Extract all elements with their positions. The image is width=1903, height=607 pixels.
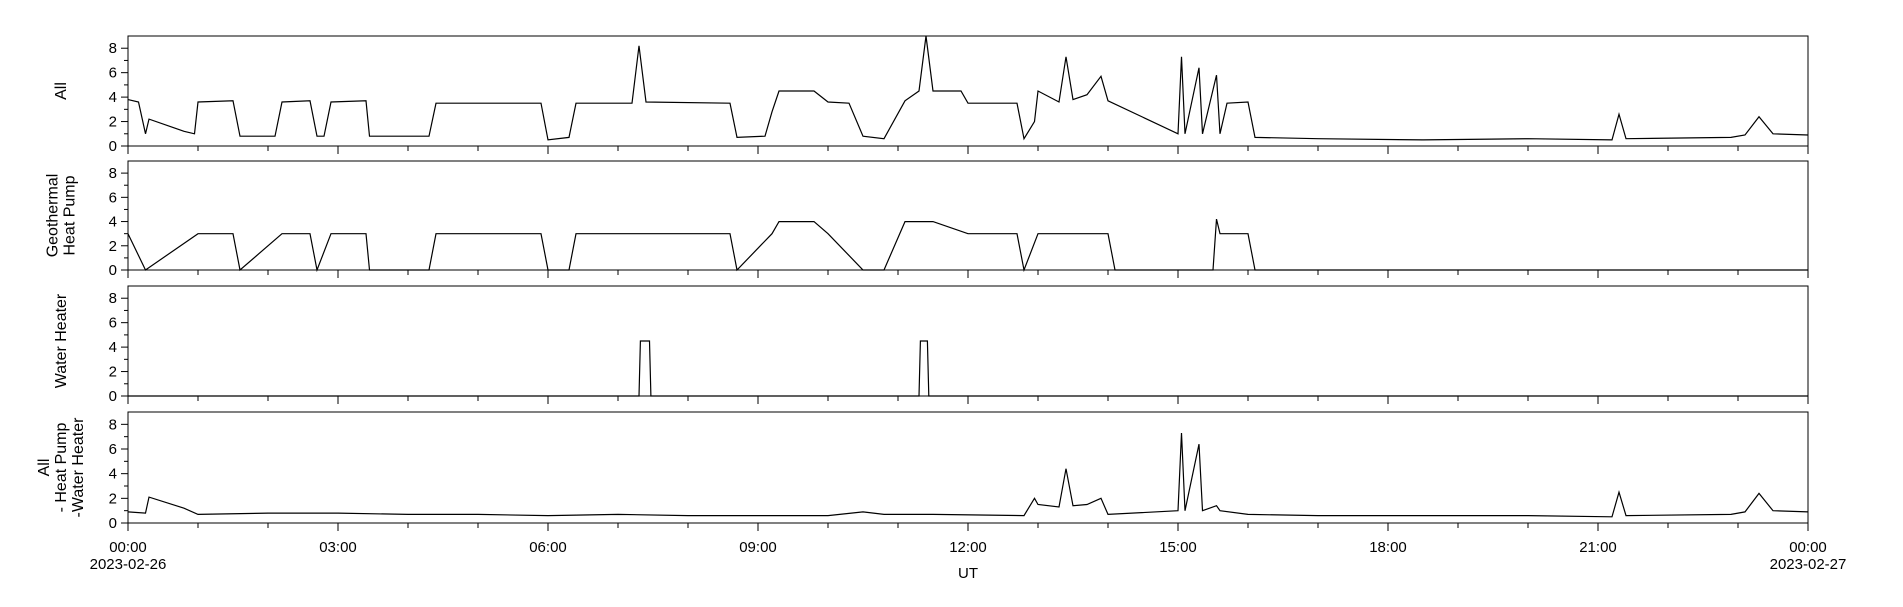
x-tick-label: 18:00 — [1369, 539, 1407, 556]
y-tick-label: 0 — [109, 388, 117, 405]
y-axis-label: Heat Pump — [62, 175, 79, 255]
y-tick-label: 0 — [109, 515, 117, 532]
y-tick-label: 8 — [109, 290, 117, 307]
panel-2: 0 2 4 6 8 Geothermal Heat Pump — [45, 160, 1809, 279]
y-tick-label: 0 — [109, 138, 117, 155]
y-tick-label: 2 — [109, 490, 117, 507]
y-tick-label: 6 — [109, 315, 117, 332]
series-line — [127, 432, 1809, 518]
panel-4: 0 2 4 6 8 All - Heat Pump -Water Heater — [36, 411, 1809, 532]
y-tick-label: 2 — [109, 238, 117, 255]
y-axis-label: -Water Heater — [70, 417, 87, 518]
y-axis-label: - Heat Pump — [53, 422, 70, 512]
panel-3: 0 2 4 6 8 Water Heater — [53, 285, 1809, 405]
x-axis-label: UT — [958, 565, 978, 582]
x-tick-label: 15:00 — [1159, 539, 1197, 556]
x-tick-label: 09:00 — [739, 539, 777, 556]
series-line — [127, 218, 1808, 273]
y-tick-label: 2 — [109, 364, 117, 381]
y-tick-label: 2 — [109, 114, 117, 131]
panel-1: 0 2 4 6 8 All — [53, 35, 1809, 155]
x-tick-label: 21:00 — [1579, 539, 1617, 556]
y-tick-label: 4 — [109, 89, 117, 106]
y-axis-label: Geothermal — [45, 174, 62, 258]
panel-frame — [127, 411, 1809, 524]
y-axis-label: Water Heater — [53, 293, 70, 388]
panel-frame — [127, 285, 1809, 397]
x-tick-label: 03:00 — [319, 539, 357, 556]
x-tick-label: 06:00 — [529, 539, 567, 556]
y-tick-label: 4 — [109, 466, 117, 483]
x-tick-label: 00:00 — [1789, 539, 1827, 556]
panel-frame — [127, 160, 1809, 271]
y-tick-label: 8 — [109, 416, 117, 433]
y-tick-label: 4 — [109, 339, 117, 356]
x-date-label: 2023-02-26 — [90, 556, 167, 573]
panel-frame — [127, 35, 1809, 147]
y-tick-label: 4 — [109, 214, 117, 231]
y-tick-label: 6 — [109, 441, 117, 458]
y-tick-label: 0 — [109, 262, 117, 279]
y-axis-label: All — [36, 459, 53, 477]
x-date-label: 2023-02-27 — [1770, 556, 1847, 573]
y-tick-label: 8 — [109, 165, 117, 182]
y-tick-label: 6 — [109, 189, 117, 206]
y-tick-label: 6 — [109, 65, 117, 82]
y-axis-label: All — [53, 82, 70, 100]
series-line — [127, 35, 1809, 141]
x-tick-label: 00:00 — [109, 539, 147, 556]
series-line — [128, 340, 1808, 397]
y-tick-label: 8 — [109, 40, 117, 57]
x-tick-label: 12:00 — [949, 539, 987, 556]
